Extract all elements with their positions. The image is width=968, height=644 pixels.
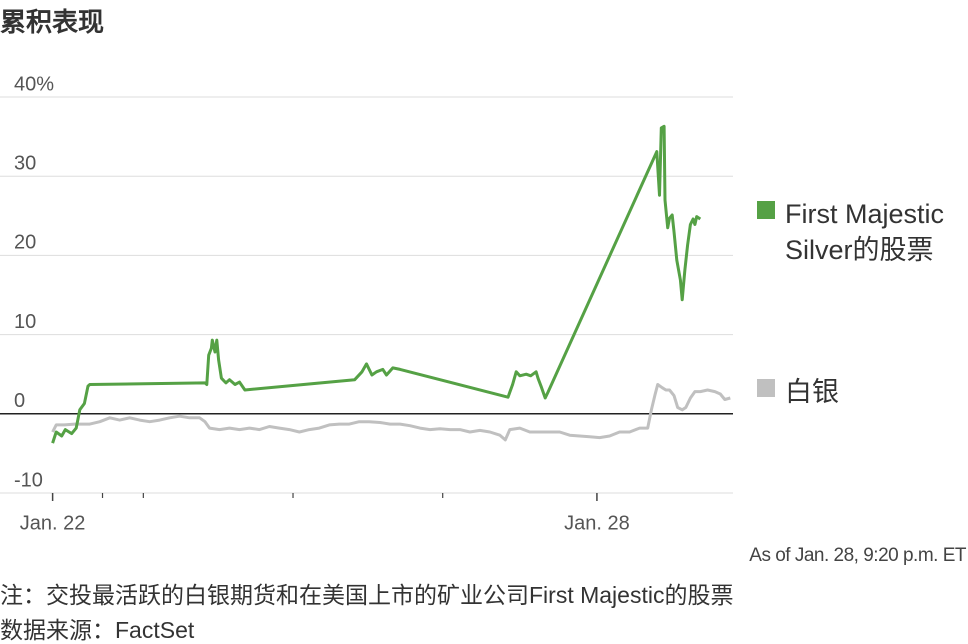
y-tick-label: -10 (14, 469, 43, 491)
y-tick-label: 20 (14, 232, 36, 254)
chart-title: 累积表现 (0, 7, 105, 37)
series-line (51, 383, 731, 442)
legend-swatch (757, 379, 775, 397)
legend-label: 白银 (785, 377, 839, 407)
legend-item: First Majestic Silver的股票 (757, 196, 968, 268)
legend-label: First Majestic Silver的股票 (785, 199, 945, 265)
as-of-note: As of Jan. 28, 9:20 p.m. ET (749, 545, 966, 566)
y-tick-label: 10 (14, 311, 36, 333)
y-tick-label: 40% (14, 73, 54, 95)
legend-swatch (757, 201, 775, 219)
source: 数据来源：FactSet (0, 617, 195, 643)
y-tick-label: 30 (14, 152, 36, 174)
y-tick-label: 0 (14, 390, 25, 412)
series-line (51, 124, 702, 444)
legend-item: 白银 (757, 374, 968, 410)
x-tick-label: Jan. 28 (564, 512, 630, 534)
x-tick-label: Jan. 22 (20, 512, 86, 534)
footnote: 注：交投最活跃的白银期货和在美国上市的矿业公司First Majestic的股票 (0, 582, 734, 608)
